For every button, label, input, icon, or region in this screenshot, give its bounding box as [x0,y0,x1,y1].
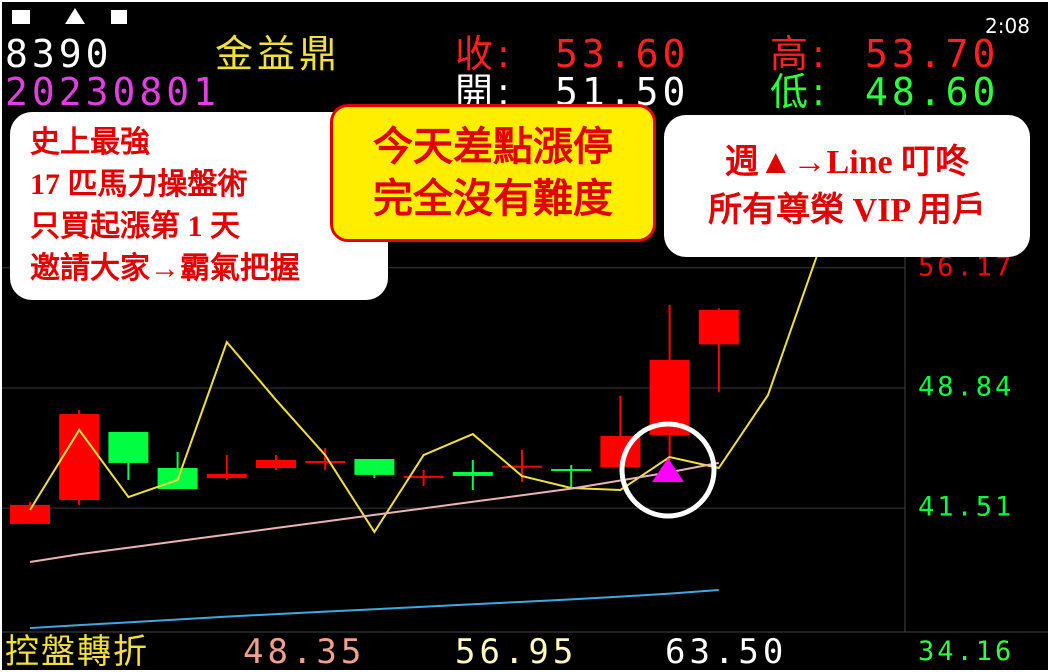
callout-line: 今天差點漲停 [373,124,613,170]
high-value: 53.70 [865,32,1000,76]
footer-value: 63.50 [665,632,788,672]
candle-body [59,414,100,500]
callout-line: 邀請大家→霸氣把握 [30,252,300,285]
candle-body [502,465,542,468]
footer-value: 34.16 [918,636,1015,667]
highlight-circle [619,421,717,519]
close-value: 53.60 [555,32,690,76]
signal-marker [652,458,684,482]
close-label: 收: [455,32,514,76]
y-tick-label: 41.51 [918,492,1014,523]
stock-name: 金益鼎 [215,32,342,76]
callout: 週▲→Line 叮咚 所有尊榮 VIP 用戶 [664,115,1030,257]
callout-line: 所有尊榮 VIP 用戶 [708,192,986,229]
callout-line: 週▲→Line 叮咚 [724,144,970,181]
stock-code: 8390 [5,32,113,76]
high-label: 高: [770,32,829,76]
callout-line: 完全沒有難度 [373,176,613,222]
status-icon [12,10,30,24]
footer-value: 56.95 [455,632,578,672]
status-icon [111,10,127,24]
candle-body [354,458,395,475]
low-value: 48.60 [865,70,1000,114]
indicator-line [29,589,719,630]
y-tick-label: 48.84 [918,371,1014,402]
status-icon [65,8,85,24]
callout-line: 史上最強 [30,126,150,159]
candle-body [206,473,247,479]
candle-body [551,468,592,471]
candle-body [305,460,346,463]
candle-body [108,431,149,463]
indicator-line [29,461,719,563]
footer-value: 48.35 [243,632,366,672]
low-label: 低: [770,70,829,114]
candle-body [256,459,296,469]
indicator-line [29,254,819,534]
date: 20230801 [5,70,221,114]
callout-line: 17 匹馬力操盤術 [30,168,248,201]
candle-body [403,475,444,478]
footer-label: 控盤轉折 [5,632,149,672]
candle-body [698,309,739,345]
status-time: 2:08 [985,14,1030,38]
candle-body [10,504,50,524]
candle-body [452,471,493,476]
callout-line: 只買起漲第 1 天 [30,210,240,243]
callout: 史上最強 17 匹馬力操盤術 只買起漲第 1 天 邀請大家→霸氣把握 [10,112,388,300]
callout: 今天差點漲停 完全沒有難度 [330,104,656,242]
